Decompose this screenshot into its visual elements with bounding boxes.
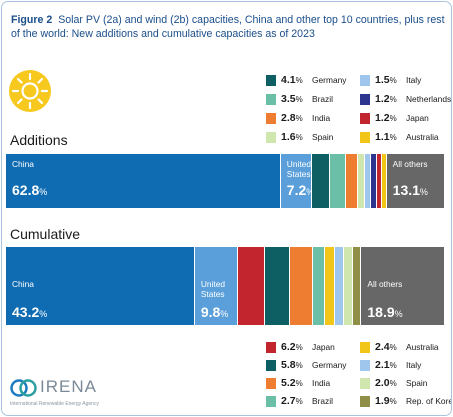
legend-value: 1.1%: [375, 131, 397, 143]
legend-value: 2.1%: [375, 359, 397, 371]
additions-bar: China 62.8% United States 7.2% All others 13.…: [6, 154, 444, 208]
bar-segment-all-others: All others 13.1%: [386, 154, 444, 208]
segment-value-label: 62.8%: [12, 182, 48, 198]
legend-name: Australia: [406, 132, 439, 142]
bar-segment-rep-of-korea: [353, 247, 362, 325]
legend-value: 5.8%: [281, 359, 303, 371]
legend-swatch: [360, 378, 370, 389]
segment-name-label: United States: [286, 159, 311, 179]
segment-value-label: 13.1%: [392, 182, 428, 198]
bar-segment-italy: [335, 247, 345, 325]
legend-swatch: [266, 113, 276, 124]
bar-segment-all-others: All others 18.9%: [361, 247, 444, 325]
irena-logo: IRENA International Renewable Energy Age…: [10, 377, 140, 413]
legend-name: India: [312, 378, 331, 388]
figure-label: Figure 2: [11, 14, 53, 26]
logo-word: IRENA: [40, 377, 97, 396]
sun-icon: [9, 70, 51, 112]
legend-value: 1.2%: [375, 112, 397, 124]
legend-name: Brazil: [312, 94, 333, 104]
bar-segment-netherlands: [371, 154, 377, 208]
legend-name: Spain: [406, 378, 428, 388]
legend-name: Italy: [406, 360, 422, 370]
legend-name: Spain: [312, 132, 334, 142]
bar-segment-brazil: [312, 247, 325, 325]
legend-swatch: [266, 342, 276, 353]
legend-value: 2.0%: [375, 377, 397, 389]
legend-value: 2.4%: [375, 341, 397, 353]
legend-value: 2.8%: [281, 112, 303, 124]
legend-name: Rep. of Korea: [406, 396, 451, 406]
legend-value: 3.5%: [281, 93, 303, 105]
figure-title: Figure 2 Solar PV (2a) and wind (2b) capa…: [11, 13, 447, 41]
legend-swatch: [360, 94, 370, 105]
bar-segment-india: [290, 247, 313, 325]
legend-value: 5.2%: [281, 377, 303, 389]
bar-segment-germany: [264, 247, 291, 325]
bar-segment-australia: [324, 247, 336, 325]
segment-value-label: 18.9%: [367, 304, 403, 320]
segment-name-label: United States: [200, 279, 226, 299]
segment-name-label: All others: [392, 159, 428, 169]
legend-value: 1.6%: [281, 131, 303, 143]
segment-value-label: 9.8%: [200, 304, 229, 320]
bar-segment-spain: [357, 154, 365, 208]
legend-swatch: [266, 360, 276, 371]
cumulative-bar: China 43.2% United States 9.8% All others 18.…: [6, 247, 444, 325]
segment-value-label: 43.2%: [12, 304, 48, 320]
cumulative-label: Cumulative: [10, 226, 81, 242]
legend-name: Germany: [312, 360, 347, 370]
legend-swatch: [266, 75, 276, 86]
segment-value-label: 7.2%: [286, 182, 315, 198]
bar-segment-italy: [364, 154, 372, 208]
legend-name: Italy: [406, 75, 422, 85]
bar-segment-japan: [376, 154, 382, 208]
bar-segment-united-states: United States 7.2%: [280, 154, 315, 208]
legend-swatch: [360, 75, 370, 86]
legend-swatch: [360, 132, 370, 143]
legend-swatch: [360, 342, 370, 353]
legend-swatch: [266, 378, 276, 389]
segment-name-label: China: [12, 159, 34, 169]
bar-segment-brazil: [330, 154, 346, 208]
bar-segment-china: China 62.8%: [6, 154, 281, 208]
legend-name: Netherlands: [406, 94, 452, 104]
legend-swatch: [360, 113, 370, 124]
bar-segment-japan: [237, 247, 265, 325]
legend-swatch: [266, 132, 276, 143]
legend-value: 1.2%: [375, 93, 397, 105]
segment-name-label: All others: [367, 279, 403, 289]
legend-value: 4.1%: [281, 74, 303, 86]
legend-swatch: [360, 360, 370, 371]
logo-subtitle: International Renewable Energy Agency: [10, 401, 99, 407]
legend-name: Japan: [406, 113, 429, 123]
legend-value: 2.7%: [281, 395, 303, 407]
legend-swatch: [266, 396, 276, 407]
legend-name: Australia: [406, 342, 439, 352]
legend-name: India: [312, 113, 331, 123]
irena-emblem-icon: [10, 379, 37, 397]
figure-text: Solar PV (2a) and wind (2b) capacities, …: [11, 14, 445, 40]
legend-value: 6.2%: [281, 341, 303, 353]
bar-segment-australia: [381, 154, 387, 208]
bar-segment-china: China 43.2%: [6, 247, 195, 325]
segment-name-label: China: [12, 279, 34, 289]
bar-segment-germany: [312, 154, 331, 208]
bar-segment-spain: [344, 247, 354, 325]
bar-segment-united-states: United States 9.8%: [194, 247, 238, 325]
bar-segment-india: [345, 154, 358, 208]
legend-swatch: [360, 396, 370, 407]
legend-name: Brazil: [312, 396, 333, 406]
legend-name: Germany: [312, 75, 347, 85]
legend-value: 1.5%: [375, 74, 397, 86]
additions-label: Additions: [10, 132, 68, 148]
legend-value: 1.9%: [375, 395, 397, 407]
legend-name: Japan: [312, 342, 335, 352]
legend-swatch: [266, 94, 276, 105]
